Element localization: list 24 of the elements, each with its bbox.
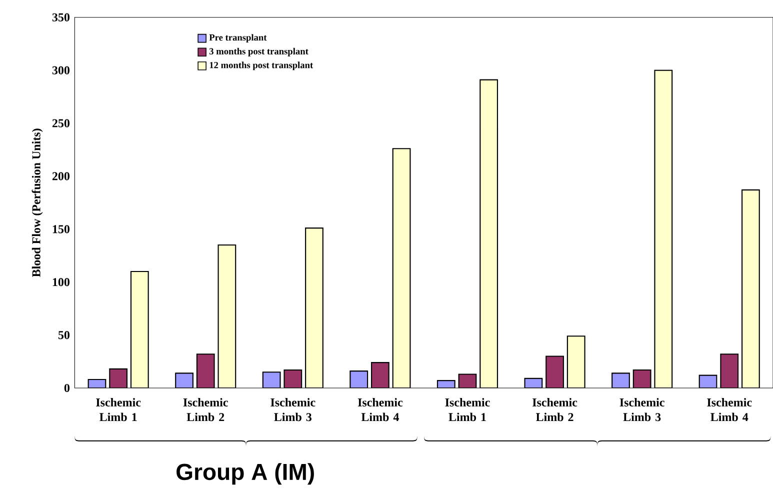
x-tick-label: Ischemic Limb 1 <box>445 398 490 422</box>
y-tick-label: 300 <box>52 66 70 74</box>
y-tick-label: 100 <box>52 278 70 286</box>
x-tick-label: Ischemic Limb 4 <box>358 398 403 422</box>
text: Group A (IM) <box>176 463 314 485</box>
bar <box>612 372 630 388</box>
legend-label: 12 months post transplant <box>210 62 314 70</box>
y-tick-label: 150 <box>52 225 70 234</box>
x-tick-label: Ischemic Limb 1 <box>96 398 141 422</box>
x-tick-label: Ischemic Limb 4 <box>707 398 752 422</box>
y-tick-label: 50 <box>58 330 70 340</box>
x-tick-label: Ischemic Limb 3 <box>620 398 664 422</box>
x-tick-label: Ischemic Limb 3 <box>270 398 316 422</box>
legend-label: Pre transplant <box>209 34 267 43</box>
x-tick-label: Ischemic Limb 2 <box>532 398 578 422</box>
y-tick-label: 250 <box>52 119 70 128</box>
bar <box>350 370 368 388</box>
bar <box>175 372 194 388</box>
y-tick-label: 200 <box>52 172 70 180</box>
y-axis-title: Blood Flow (Perfusion Units) <box>32 128 43 277</box>
legend-label: 3 months post transplant <box>209 48 308 56</box>
x-tick-label: Ischemic Limb 2 <box>183 398 228 422</box>
y-tick-label: 350 <box>52 13 70 22</box>
y-tick-label: 0 <box>64 384 70 392</box>
